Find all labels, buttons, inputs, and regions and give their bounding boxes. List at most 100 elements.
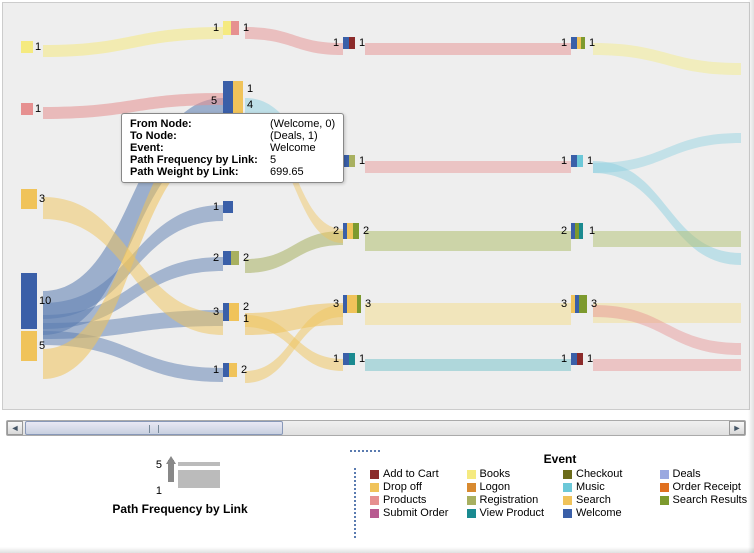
- scroll-right-arrow[interactable]: ►: [729, 421, 745, 435]
- node-value-label: 1: [35, 41, 41, 53]
- tooltip-row: From Node:(Welcome, 0): [130, 118, 335, 130]
- node-value-label: 2: [213, 252, 229, 264]
- node-value-label: 1: [243, 313, 249, 325]
- node[interactable]: 1: [21, 103, 33, 115]
- legend-swatch: [660, 470, 669, 479]
- node[interactable]: 22: [343, 223, 359, 239]
- tooltip-row: Path Weight by Link:699.65: [130, 166, 335, 178]
- node-value-label: 3: [39, 193, 45, 205]
- node[interactable]: 11: [343, 37, 355, 49]
- node-value-label: 1: [35, 103, 41, 115]
- legend-label: Search Results: [673, 494, 748, 506]
- legend-label: Registration: [480, 494, 539, 506]
- scroll-left-arrow[interactable]: ◄: [7, 421, 23, 435]
- legend-label: Add to Cart: [383, 468, 439, 480]
- node[interactable]: 3: [21, 189, 37, 209]
- legend-label: Search: [576, 494, 611, 506]
- node-value-label: 1: [561, 353, 573, 365]
- flow-link[interactable]: [593, 359, 741, 371]
- flow-link[interactable]: [365, 43, 571, 55]
- flow-link[interactable]: [593, 231, 741, 247]
- node-value-label: 1: [359, 353, 365, 365]
- node-value-label: 2: [561, 225, 573, 237]
- flow-link[interactable]: [593, 161, 741, 265]
- tooltip-row: Event:Welcome: [130, 142, 335, 154]
- node-value-label: 1: [359, 155, 365, 167]
- node-value-label: 2: [363, 225, 369, 237]
- node-value-label: 2: [243, 252, 249, 264]
- node-value-label: 3: [591, 298, 597, 310]
- node[interactable]: 11: [223, 21, 239, 35]
- node-value-label: 1: [333, 37, 345, 49]
- legend-swatch: [563, 483, 572, 492]
- node-value-label: 1: [561, 37, 575, 49]
- legend-label: Books: [480, 468, 511, 480]
- node[interactable]: 11: [571, 37, 585, 49]
- legend-area: 5 1 Path Frequency by Link Event Add to …: [0, 450, 754, 550]
- node[interactable]: 10: [21, 273, 37, 329]
- flow-link[interactable]: [365, 303, 571, 325]
- node[interactable]: 11: [571, 155, 583, 167]
- node[interactable]: 5: [21, 331, 37, 361]
- scroll-thumb[interactable]: [25, 421, 283, 435]
- node-value-label: 1: [333, 353, 345, 365]
- node-value-label: 5: [211, 95, 231, 107]
- legend-swatch: [467, 509, 476, 518]
- node[interactable]: 12: [223, 363, 237, 377]
- legend-label: Drop off: [383, 481, 422, 493]
- event-legend: Event Add to CartBooksCheckoutDealsDrop …: [370, 452, 750, 519]
- legend-item: Books: [467, 468, 558, 480]
- node[interactable]: 33: [343, 295, 361, 313]
- node-value-label: 1: [587, 353, 593, 365]
- legend-item: Submit Order: [370, 507, 461, 519]
- node-value-label: 3: [365, 298, 371, 310]
- legend-swatch: [467, 483, 476, 492]
- node[interactable]: 11: [571, 353, 583, 365]
- node[interactable]: 1: [223, 201, 233, 213]
- legend-item: Welcome: [563, 507, 654, 519]
- node-value-label: 2: [333, 225, 349, 237]
- legend-item: Search: [563, 494, 654, 506]
- flow-link[interactable]: [365, 231, 571, 251]
- node-value-label: 3: [213, 306, 229, 318]
- sankey-chart: 113105115141223211211112233111111213311 …: [2, 2, 750, 410]
- node-value-label: 5: [39, 340, 45, 352]
- node-value-label: 1: [589, 225, 595, 237]
- legend-item: View Product: [467, 507, 558, 519]
- legend-item: Add to Cart: [370, 468, 461, 480]
- flow-link[interactable]: [43, 27, 223, 57]
- legend-label: Logon: [480, 481, 511, 493]
- legend-label: Welcome: [576, 507, 622, 519]
- node[interactable]: 1: [21, 41, 33, 53]
- node-value-label: 2: [241, 364, 247, 376]
- node[interactable]: 11: [343, 353, 355, 365]
- legend-label: Music: [576, 481, 605, 493]
- legend-item: Registration: [467, 494, 558, 506]
- flow-link[interactable]: [593, 133, 741, 173]
- legend-label: Submit Order: [383, 507, 448, 519]
- legend-swatch: [660, 483, 669, 492]
- legend-swatch: [370, 496, 379, 505]
- flow-link[interactable]: [365, 359, 571, 371]
- legend-separator-v: [354, 468, 356, 538]
- legend-swatch: [467, 470, 476, 479]
- node-value-label: 1: [247, 83, 253, 95]
- legend-item: Products: [370, 494, 461, 506]
- node[interactable]: 33: [571, 295, 587, 313]
- legend-swatch: [370, 470, 379, 479]
- flow-link[interactable]: [245, 27, 343, 55]
- flow-link[interactable]: [365, 161, 571, 173]
- flow-link[interactable]: [593, 43, 741, 75]
- node-value-label: 2: [243, 301, 249, 313]
- node[interactable]: 22: [223, 251, 239, 265]
- node[interactable]: 11: [343, 155, 355, 167]
- legend-item: Order Receipt: [660, 481, 751, 493]
- node[interactable]: 21: [571, 223, 583, 239]
- horizontal-scrollbar[interactable]: ◄ ►: [6, 420, 746, 436]
- freq-max: 5: [156, 459, 162, 471]
- freq-min: 1: [156, 485, 162, 497]
- legend-label: Products: [383, 494, 426, 506]
- node-value-label: 3: [561, 298, 577, 310]
- node[interactable]: 321: [223, 303, 239, 321]
- legend-label: Order Receipt: [673, 481, 741, 493]
